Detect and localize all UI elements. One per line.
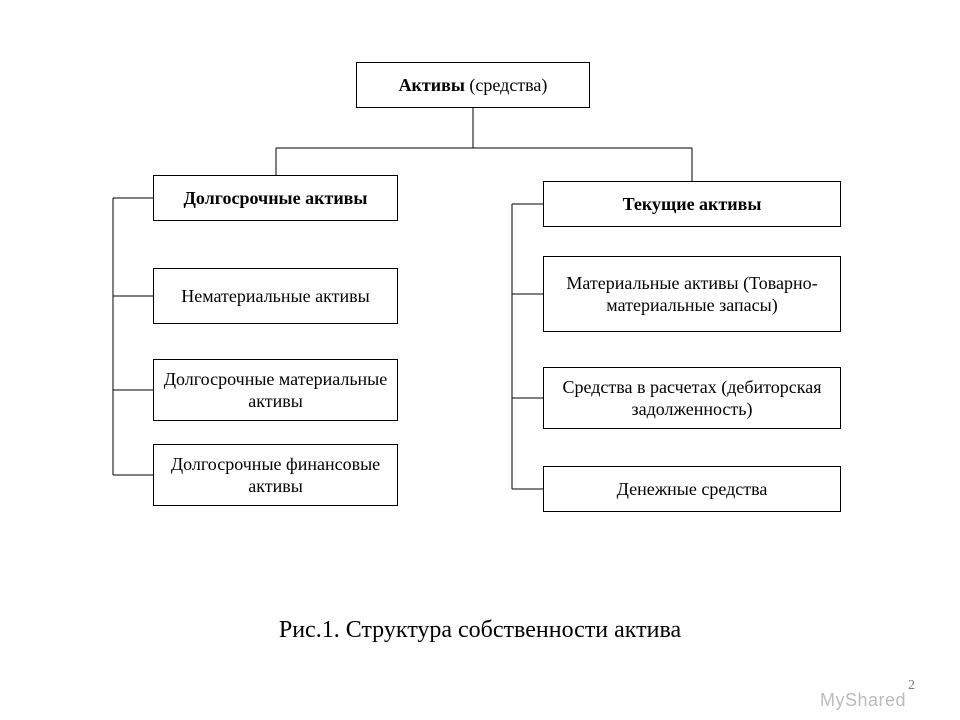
page-number: 2 <box>908 678 915 694</box>
node-intangible-assets: Нематериальные активы <box>153 268 398 324</box>
node-r2-label: Средства в расчетах (дебиторская задолже… <box>552 376 832 421</box>
node-receivables: Средства в расчетах (дебиторская задолже… <box>543 367 841 429</box>
node-r1-label: Материальные активы (Товарно-материальны… <box>552 272 832 317</box>
watermark: MyShared <box>820 690 906 711</box>
node-l3-label: Долгосрочные финансовые активы <box>162 453 389 498</box>
node-lt-material-assets: Долгосрочные материальные активы <box>153 359 398 421</box>
node-root-label: Активы (средства) <box>399 74 548 97</box>
node-material-assets: Материальные активы (Товарно-материальны… <box>543 256 841 332</box>
node-l2-label: Долгосрочные материальные активы <box>162 368 389 413</box>
node-lt-financial-assets: Долгосрочные финансовые активы <box>153 444 398 506</box>
node-right-label: Текущие активы <box>623 193 762 216</box>
node-l1-label: Нематериальные активы <box>181 285 369 308</box>
node-r3-label: Денежные средства <box>617 478 768 501</box>
figure-caption: Рис.1. Структура собственности актива <box>200 617 760 644</box>
node-current-assets: Текущие активы <box>543 181 841 227</box>
node-cash: Денежные средства <box>543 466 841 512</box>
node-long-term-assets: Долгосрочные активы <box>153 175 398 221</box>
node-left-label: Долгосрочные активы <box>184 187 368 210</box>
node-root: Активы (средства) <box>356 62 590 108</box>
connector-lines <box>0 0 960 720</box>
